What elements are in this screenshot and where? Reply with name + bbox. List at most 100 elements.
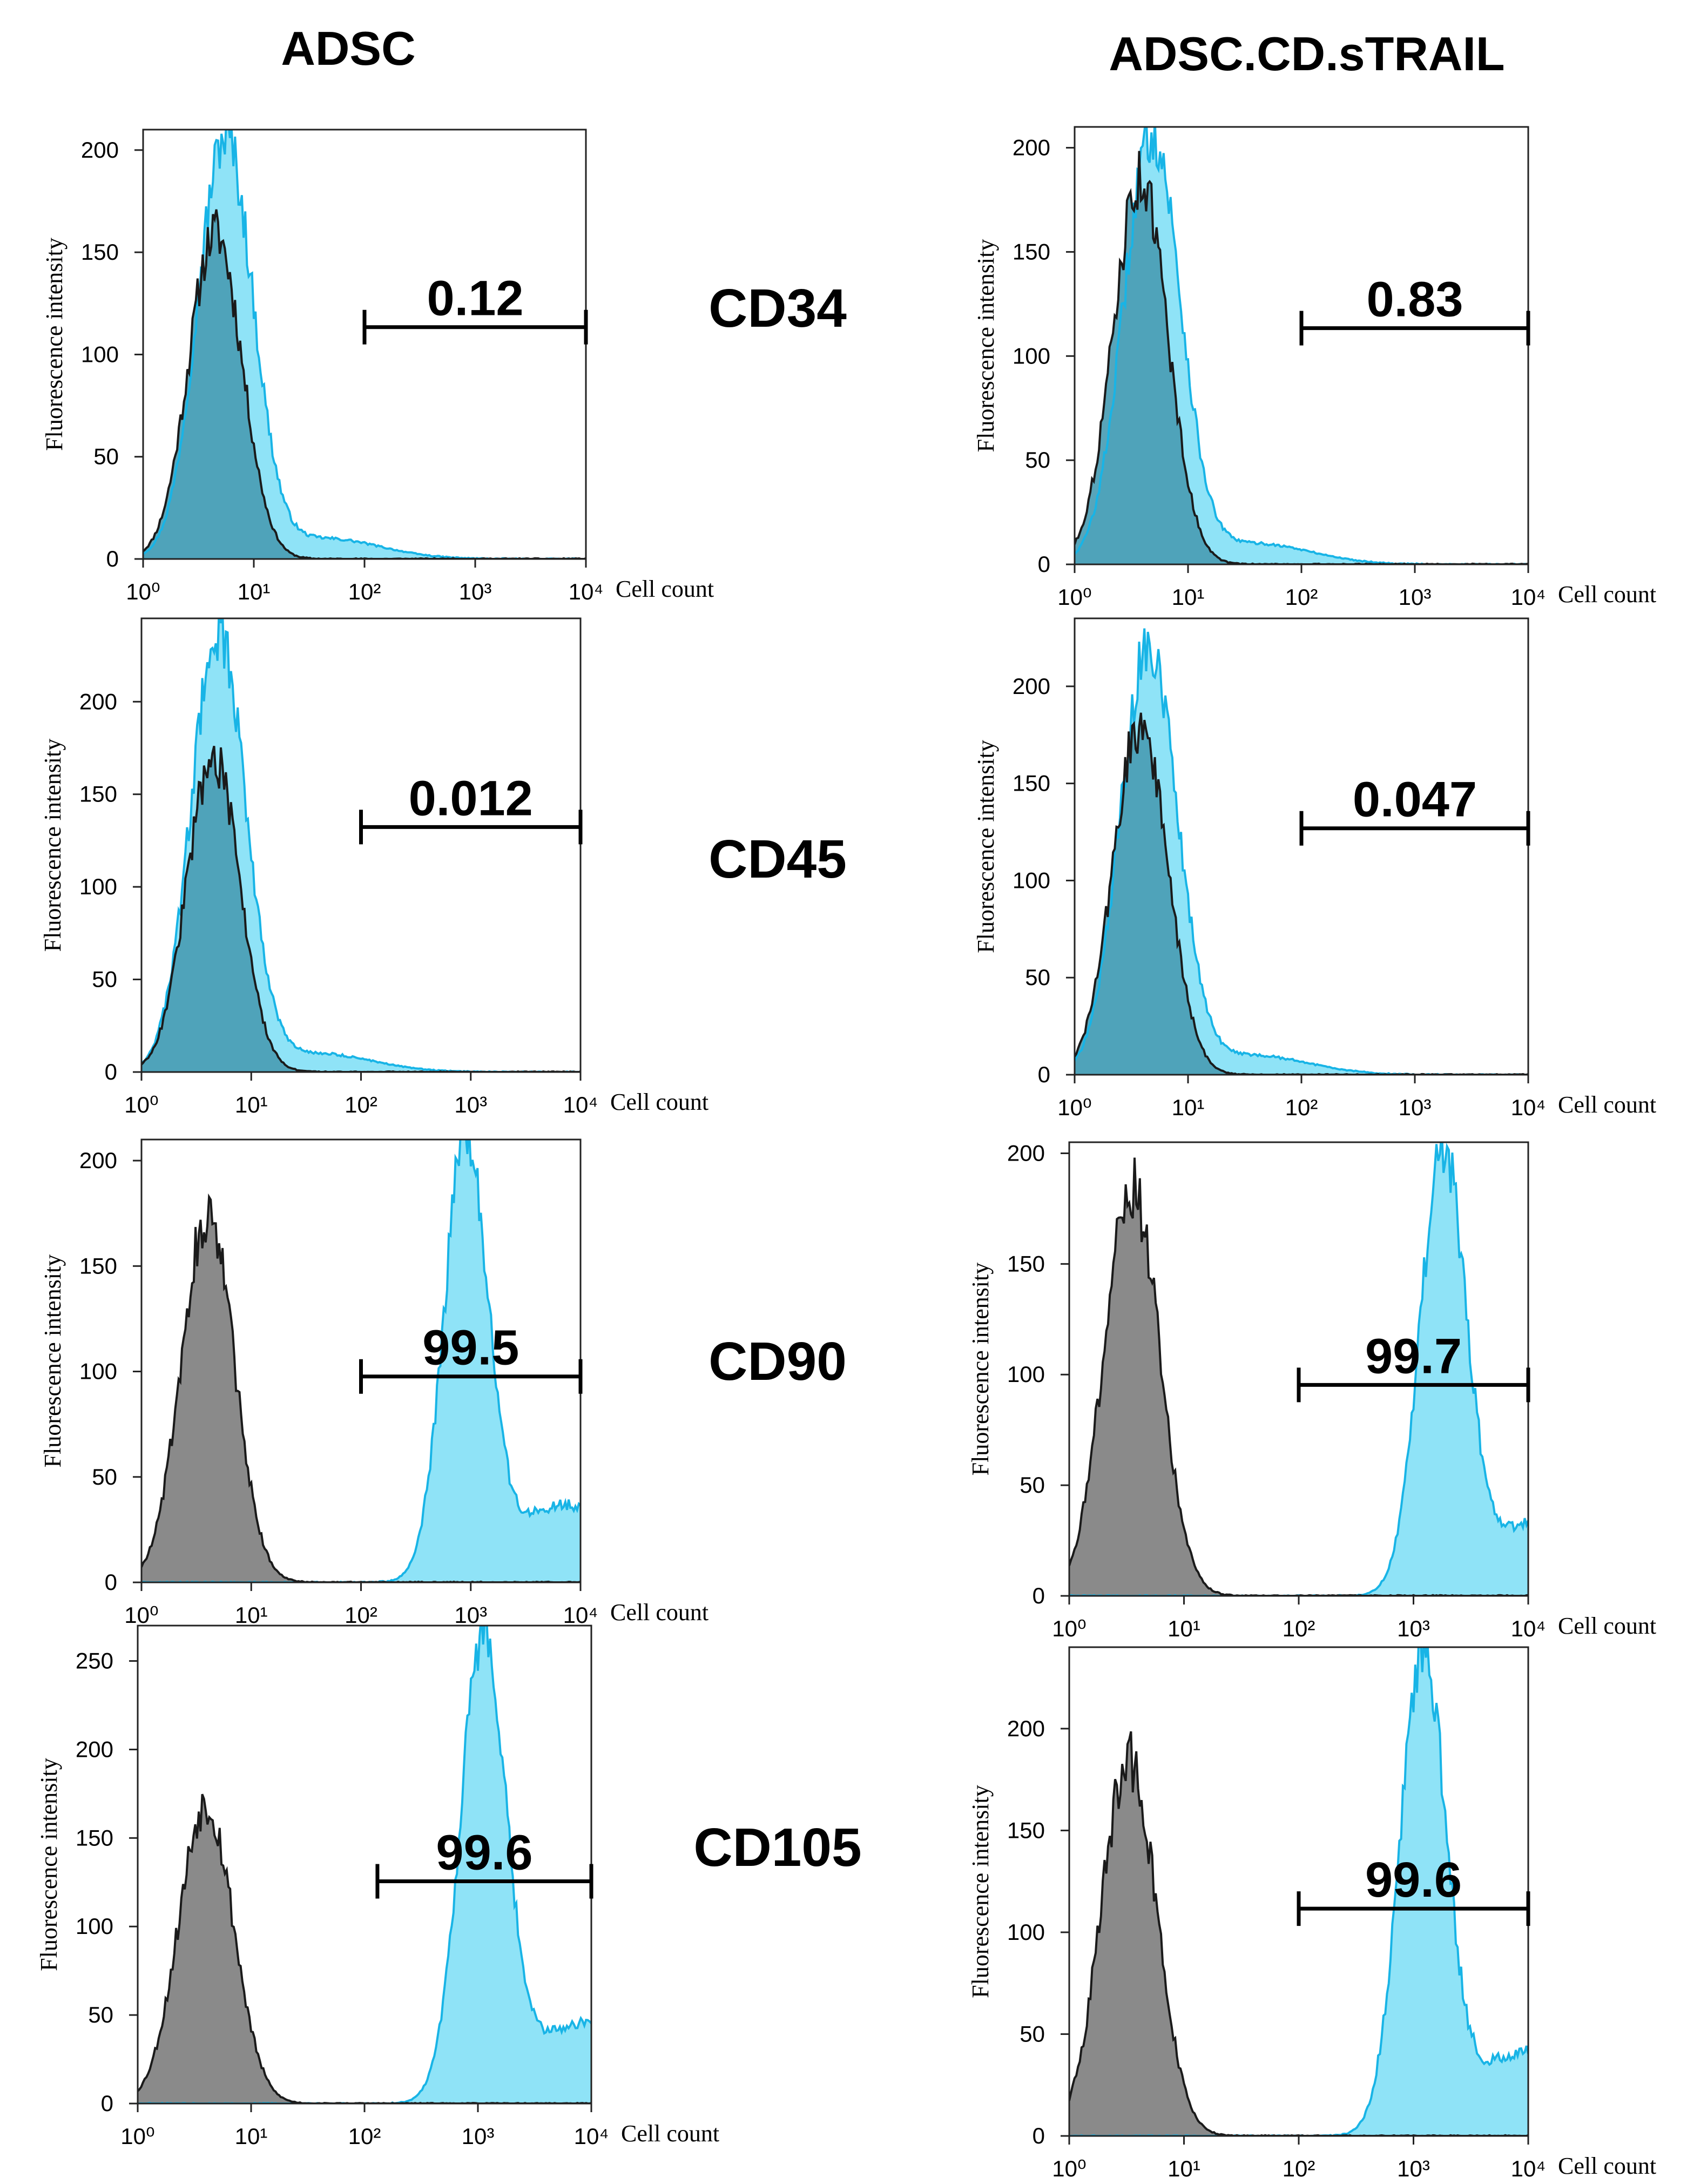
- y-tick-label: 150: [79, 781, 117, 807]
- marker-label-cd90: CD90: [708, 1331, 847, 1392]
- y-tick-label: 200: [1013, 673, 1050, 699]
- x-tick-label: 10⁴: [1511, 2156, 1546, 2181]
- x-tick-label: 10⁰: [1052, 1616, 1087, 1641]
- control-histogram-fill: [138, 1794, 591, 2104]
- histogram-panel-cd90-adsc-cd-strail: 0 50 100 150 200 10⁰ 10¹ 10² 10³ 10⁴ Cell count Flu…: [967, 1140, 1656, 1641]
- y-tick-label: 100: [1013, 343, 1050, 368]
- y-tick-label: 0: [105, 1059, 117, 1084]
- x-tick-label: 10¹: [235, 1602, 268, 1628]
- control-histogram-fill: [143, 209, 586, 559]
- y-tick-label: 150: [1007, 1817, 1045, 1843]
- x-tick-label: 10⁴: [1511, 1095, 1546, 1120]
- x-tick-label: 10⁴: [574, 2124, 609, 2149]
- y-tick-label: 200: [76, 1736, 113, 1762]
- y-tick-label: 0: [1033, 1583, 1045, 1608]
- x-tick-label: 10¹: [1168, 2156, 1200, 2181]
- y-tick-label: 150: [76, 1825, 113, 1850]
- x-tick-label: 10⁴: [563, 1602, 598, 1628]
- x-tick-label: 10²: [1283, 2156, 1315, 2181]
- x-tick-label: 10¹: [1172, 584, 1205, 610]
- x-axis-title: Cell count: [1558, 2153, 1656, 2179]
- x-axis-title: Cell count: [1558, 1091, 1656, 1118]
- marker-label-cd105: CD105: [693, 1817, 861, 1878]
- histogram-panel-cd34-adsc-cd-strail: 0 50 100 150 200 10⁰ 10¹ 10² 10³ 10⁴ Cell count Flu…: [973, 126, 1656, 610]
- y-tick-label: 50: [1025, 965, 1050, 990]
- gate-percent-label: 99.5: [422, 1320, 519, 1376]
- x-tick-label: 10³: [462, 2124, 495, 2149]
- y-tick-label: 100: [79, 1359, 117, 1384]
- y-tick-label: 100: [1007, 1361, 1045, 1387]
- control-histogram-line: [141, 745, 581, 1072]
- y-axis-title: Fluorescence intensity: [39, 1255, 66, 1468]
- y-tick-label: 150: [81, 239, 119, 265]
- histogram-panel-cd105-adsc: 0 50 100 150 200 250 10⁰ 10¹ 10² 10³ 10⁴ Cell count…: [36, 1624, 719, 2149]
- y-axis-title: Fluorescence intensity: [967, 1785, 994, 1998]
- x-tick-label: 10¹: [235, 2124, 268, 2149]
- x-tick-label: 10²: [1283, 1616, 1315, 1641]
- x-tick-label: 10⁴: [569, 579, 604, 604]
- column-title-adsc: ADSC: [281, 22, 415, 75]
- x-tick-label: 10⁴: [563, 1092, 598, 1117]
- y-tick-label: 200: [79, 689, 117, 714]
- stained-histogram-fill: [1069, 1142, 1528, 1596]
- x-tick-label: 10¹: [1172, 1095, 1205, 1120]
- x-axis-title: Cell count: [621, 2120, 719, 2147]
- gate-percent-label: 0.012: [409, 771, 533, 826]
- histogram-panel-cd105-adsc-cd-strail: 0 50 100 150 200 10⁰ 10¹ 10² 10³ 10⁴ Cell count Flu…: [967, 1646, 1656, 2181]
- x-tick-label: 10⁰: [126, 579, 160, 604]
- y-tick-label: 50: [88, 2002, 113, 2027]
- histogram-panels: 0 50 100 150 200 10⁰ 10¹ 10² 10³ 10⁴ Cell count Flu…: [36, 126, 1656, 2181]
- x-tick-label: 10²: [345, 1602, 377, 1628]
- x-tick-label: 10¹: [1168, 1616, 1200, 1641]
- y-tick-label: 0: [1038, 551, 1050, 577]
- y-tick-label: 150: [1013, 239, 1050, 264]
- y-tick-label: 50: [93, 444, 119, 469]
- y-tick-label: 200: [1013, 135, 1050, 160]
- histogram-panel-cd90-adsc: 0 50 100 150 200 10⁰ 10¹ 10² 10³ 10⁴ Cell count Flu…: [39, 1138, 708, 1628]
- x-tick-label: 10³: [1399, 584, 1432, 610]
- marker-label-cd34: CD34: [708, 278, 847, 339]
- y-axis-title: Fluorescence intensity: [967, 1263, 994, 1476]
- histogram-panel-cd34-adsc: 0 50 100 150 200 10⁰ 10¹ 10² 10³ 10⁴ Cell count Flu…: [41, 129, 714, 604]
- stained-histogram-fill: [1075, 127, 1528, 564]
- control-histogram-fill: [1075, 151, 1528, 564]
- column-title-adsc-cd-strail: ADSC.CD.sTRAIL: [1109, 27, 1504, 80]
- y-tick-label: 150: [1007, 1251, 1045, 1276]
- gate-percent-label: 99.7: [1365, 1329, 1462, 1384]
- y-axis-title: Fluorescence intensity: [39, 739, 66, 952]
- x-tick-label: 10⁴: [1511, 584, 1546, 610]
- stained-histogram-fill: [1075, 628, 1528, 1075]
- stained-histogram-fill: [141, 1140, 581, 1582]
- y-tick-label: 150: [79, 1253, 117, 1278]
- y-axis-title: Fluorescence intensity: [973, 239, 999, 453]
- x-axis-title: Cell count: [616, 576, 714, 602]
- y-tick-label: 100: [81, 341, 119, 367]
- control-histogram-fill: [1075, 712, 1528, 1075]
- y-tick-label: 50: [92, 967, 117, 992]
- x-tick-label: 10³: [459, 579, 492, 604]
- y-tick-label: 100: [79, 874, 117, 899]
- gate-percent-label: 99.6: [436, 1825, 532, 1880]
- x-tick-label: 10³: [1397, 1616, 1430, 1641]
- x-tick-label: 10³: [1397, 2156, 1430, 2181]
- x-tick-label: 10¹: [238, 579, 271, 604]
- stained-histogram-fill: [1069, 1647, 1528, 2136]
- y-tick-label: 50: [1020, 2021, 1045, 2046]
- gate-percent-label: 0.83: [1366, 272, 1463, 327]
- y-tick-label: 0: [105, 1569, 117, 1595]
- y-tick-label: 200: [81, 137, 119, 163]
- gate-percent-label: 99.6: [1365, 1852, 1462, 1907]
- x-tick-label: 10⁴: [1511, 1616, 1546, 1641]
- y-tick-label: 50: [92, 1464, 117, 1489]
- y-tick-label: 0: [106, 546, 119, 571]
- y-tick-label: 0: [101, 2091, 113, 2116]
- x-tick-label: 10⁰: [124, 1092, 159, 1117]
- control-histogram-fill: [141, 746, 581, 1072]
- x-tick-label: 10²: [348, 579, 381, 604]
- y-tick-label: 150: [1013, 771, 1050, 796]
- control-histogram-fill: [1069, 1731, 1528, 2136]
- x-axis-title: Cell count: [1558, 581, 1656, 608]
- x-tick-label: 10³: [454, 1602, 487, 1628]
- x-axis-title: Cell count: [610, 1599, 708, 1626]
